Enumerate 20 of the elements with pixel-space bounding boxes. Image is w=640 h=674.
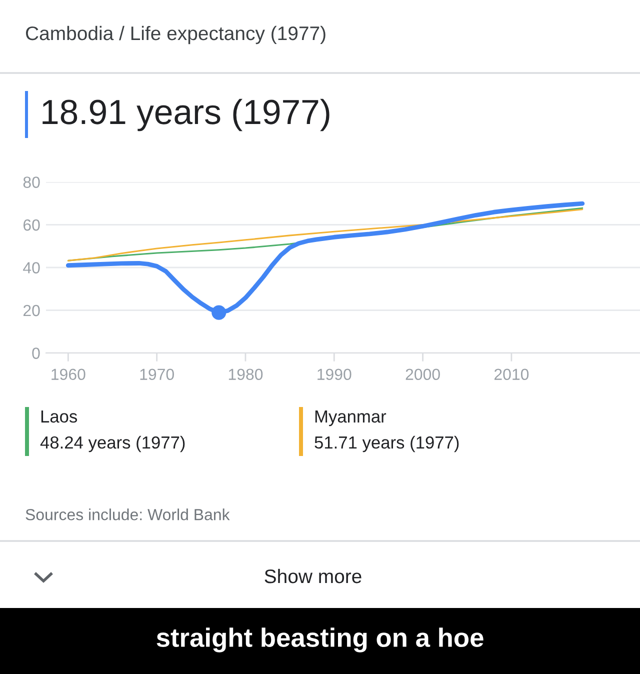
y-tick-label: 20 xyxy=(23,304,40,316)
legend-label: Myanmar xyxy=(315,410,386,426)
x-tick-label: 1990 xyxy=(318,368,352,380)
text: 48.24 years (1977) xyxy=(40,436,185,452)
text: 18.91 years (1977) xyxy=(42,98,330,132)
y-tick-label: 0 xyxy=(32,348,40,359)
y-tick-label: 40 xyxy=(23,262,40,274)
x-tick-label: 1970 xyxy=(140,368,174,380)
chart-title: Cambodia / Life expectancy (1977) xyxy=(26,26,326,44)
x-tick-label: 2000 xyxy=(406,368,440,380)
legend-label: Laos xyxy=(41,410,78,423)
text: Show more xyxy=(264,568,362,584)
x-tick-label: 2010 xyxy=(494,368,529,380)
text: straight beasting on a hoe xyxy=(156,628,484,652)
source-note: Sources include: World Bank xyxy=(26,508,230,520)
text: 51.71 years (1977) xyxy=(314,436,459,452)
x-tick-label: 1960 xyxy=(52,368,86,380)
y-tick-label: 60 xyxy=(23,219,40,231)
x-tick-label: 1980 xyxy=(228,368,263,380)
y-tick-label: 80 xyxy=(23,176,40,188)
